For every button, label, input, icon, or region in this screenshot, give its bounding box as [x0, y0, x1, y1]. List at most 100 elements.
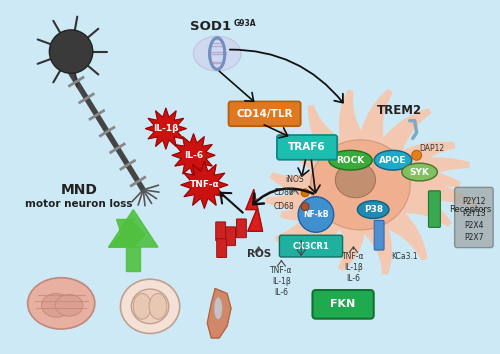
Polygon shape — [300, 175, 304, 193]
Polygon shape — [208, 289, 231, 338]
Polygon shape — [406, 118, 416, 129]
Polygon shape — [422, 144, 430, 159]
Text: TNF-α: TNF-α — [270, 266, 292, 275]
Polygon shape — [302, 147, 313, 164]
Polygon shape — [425, 158, 432, 176]
Polygon shape — [439, 174, 444, 185]
Polygon shape — [406, 232, 420, 242]
Polygon shape — [145, 108, 186, 149]
Polygon shape — [312, 206, 330, 223]
Polygon shape — [320, 134, 336, 150]
Polygon shape — [308, 105, 314, 109]
Polygon shape — [428, 143, 435, 156]
Polygon shape — [317, 227, 332, 239]
Polygon shape — [290, 194, 295, 209]
Text: IL-6: IL-6 — [346, 274, 360, 283]
Circle shape — [301, 203, 309, 211]
Polygon shape — [411, 238, 422, 247]
Polygon shape — [278, 175, 283, 184]
Polygon shape — [302, 217, 314, 233]
Text: KCa3.1: KCa3.1 — [392, 252, 418, 262]
Polygon shape — [285, 195, 288, 208]
Polygon shape — [360, 213, 382, 232]
Polygon shape — [457, 160, 462, 168]
Text: TNF-α: TNF-α — [190, 181, 219, 189]
Text: CD14/TLR: CD14/TLR — [236, 109, 293, 119]
Polygon shape — [340, 262, 347, 268]
Polygon shape — [436, 212, 444, 221]
Polygon shape — [272, 174, 278, 181]
Polygon shape — [266, 198, 270, 203]
Polygon shape — [342, 106, 353, 110]
Polygon shape — [422, 110, 428, 117]
Polygon shape — [392, 165, 407, 190]
Polygon shape — [310, 116, 320, 122]
Polygon shape — [400, 121, 412, 134]
Polygon shape — [447, 142, 451, 149]
Text: P2X7: P2X7 — [464, 233, 483, 242]
Polygon shape — [415, 113, 422, 122]
Polygon shape — [342, 255, 352, 262]
Polygon shape — [340, 223, 365, 229]
Polygon shape — [290, 141, 300, 152]
Polygon shape — [316, 228, 329, 241]
Polygon shape — [366, 223, 387, 237]
Polygon shape — [359, 142, 384, 145]
Polygon shape — [344, 241, 361, 247]
Polygon shape — [453, 192, 460, 202]
Polygon shape — [364, 220, 386, 235]
Polygon shape — [283, 176, 289, 188]
Polygon shape — [305, 173, 310, 194]
Polygon shape — [398, 220, 412, 235]
Polygon shape — [304, 201, 315, 218]
FancyBboxPatch shape — [454, 187, 493, 247]
Polygon shape — [430, 183, 436, 200]
Polygon shape — [424, 170, 428, 188]
Polygon shape — [280, 176, 286, 186]
Polygon shape — [432, 143, 438, 154]
Polygon shape — [388, 131, 406, 145]
Polygon shape — [376, 246, 392, 252]
Polygon shape — [298, 175, 301, 193]
Polygon shape — [294, 144, 305, 157]
Polygon shape — [309, 196, 324, 215]
Polygon shape — [296, 207, 300, 220]
Polygon shape — [310, 183, 322, 206]
Ellipse shape — [134, 293, 151, 319]
Polygon shape — [340, 120, 356, 125]
Text: CD68: CD68 — [274, 202, 294, 211]
Text: IL-6: IL-6 — [184, 151, 203, 160]
Polygon shape — [276, 235, 280, 241]
Polygon shape — [289, 210, 292, 219]
Polygon shape — [272, 198, 276, 205]
Circle shape — [301, 189, 309, 197]
Polygon shape — [312, 181, 326, 205]
Polygon shape — [344, 244, 360, 250]
Polygon shape — [409, 170, 416, 192]
Polygon shape — [396, 164, 410, 188]
Polygon shape — [400, 162, 413, 185]
Text: P2X4: P2X4 — [464, 221, 483, 230]
Circle shape — [412, 150, 422, 160]
Polygon shape — [308, 172, 313, 194]
Polygon shape — [342, 257, 351, 264]
Polygon shape — [384, 207, 400, 228]
Polygon shape — [425, 109, 430, 115]
Ellipse shape — [336, 162, 376, 198]
Polygon shape — [402, 226, 416, 239]
Text: P2Y13: P2Y13 — [462, 209, 485, 218]
Polygon shape — [400, 151, 415, 170]
Polygon shape — [316, 168, 326, 194]
Polygon shape — [284, 136, 292, 144]
Circle shape — [50, 30, 93, 73]
Polygon shape — [440, 215, 446, 223]
Polygon shape — [395, 217, 410, 234]
Polygon shape — [302, 188, 312, 208]
Polygon shape — [342, 134, 364, 146]
Polygon shape — [393, 154, 410, 175]
Polygon shape — [434, 210, 442, 219]
Polygon shape — [457, 194, 464, 203]
Polygon shape — [383, 92, 390, 98]
Text: P2Y12: P2Y12 — [462, 197, 485, 206]
Polygon shape — [316, 131, 332, 144]
